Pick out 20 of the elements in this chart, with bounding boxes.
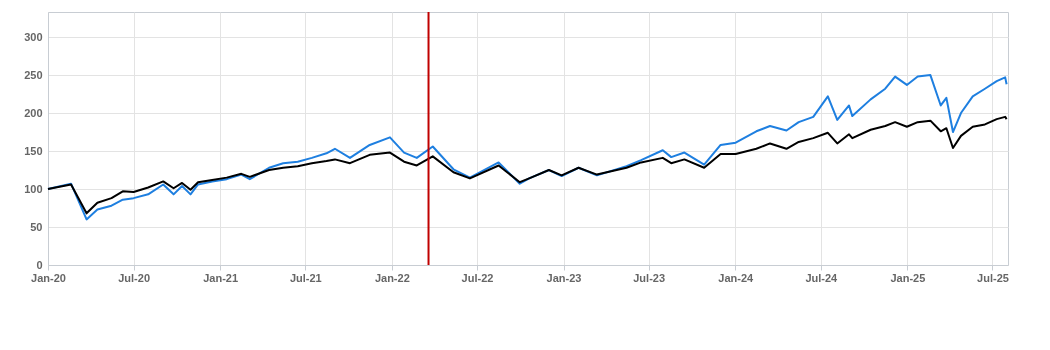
x-tick-label: Jan-24 — [718, 271, 754, 284]
x-tick-label: Jan-21 — [203, 271, 239, 284]
x-tick-label: Jul-22 — [461, 271, 494, 284]
x-tick-label: Jul-25 — [977, 271, 1009, 284]
x-tick-label: Jul-20 — [118, 271, 150, 284]
y-tick-label: 250 — [24, 68, 43, 81]
y-tick-label: 300 — [24, 30, 43, 43]
y-tick-label: 100 — [24, 182, 43, 195]
x-tick-label: Jul-24 — [805, 271, 839, 284]
y-tick-label: 150 — [24, 144, 43, 157]
y-tick-label: 200 — [24, 106, 43, 119]
y-tick-label: 50 — [30, 220, 43, 233]
x-tick-label: Jan-20 — [31, 271, 66, 284]
line-series — [47, 115, 1008, 215]
x-tick-label: Jan-25 — [890, 271, 926, 284]
x-tick-label: Jul-23 — [633, 271, 666, 284]
y-tick-label: 0 — [36, 258, 43, 271]
x-tick-label: Jul-21 — [289, 271, 322, 284]
x-tick-label: Jan-23 — [546, 271, 582, 284]
x-tick-label: Jan-22 — [374, 271, 410, 284]
